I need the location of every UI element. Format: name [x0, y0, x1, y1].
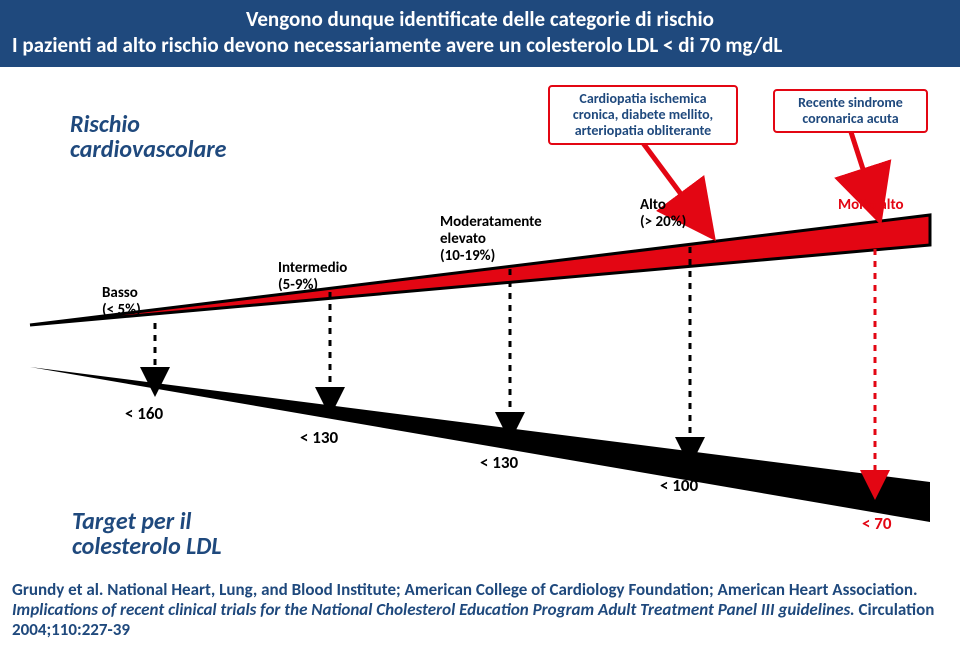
risk-level-range2: (10-19%) [440, 248, 542, 265]
risk-level-name: Intermedio [278, 260, 347, 277]
header-line2: I pazienti ad alto rischio devono necess… [12, 32, 948, 58]
risk-title-line2: cardiovascolare [70, 137, 226, 162]
callout-sindrome: Recente sindromecoronarica acuta [773, 89, 928, 133]
target-value: < 70 [862, 513, 892, 534]
citation-authors: Grundy et al. National Heart, Lung, and … [12, 579, 714, 600]
citation: Grundy et al. National Heart, Lung, and … [0, 572, 960, 649]
target-value: < 130 [480, 452, 518, 473]
target-title-line1: Target per il [72, 509, 222, 534]
risk-level-name: Alto [640, 197, 686, 214]
risk-level-range: (< 5%) [102, 302, 141, 319]
target-value: < 160 [125, 403, 163, 424]
risk-level-name: Molto alto [838, 197, 904, 214]
risk-level-label: Intermedio(5-9%) [278, 260, 347, 295]
risk-level-label: Basso(< 5%) [102, 285, 141, 320]
target-value: < 130 [300, 427, 338, 448]
header-line1: Vengono dunque identificate delle catego… [12, 6, 948, 32]
callout-line: Recente sindrome [783, 95, 918, 111]
risk-level-label: Alto(> 20%) [640, 197, 686, 232]
risk-level-label: Moderatamenteelevato(10-19%) [440, 214, 542, 266]
risk-level-name: Basso [102, 285, 141, 302]
risk-level-range: elevato [440, 231, 542, 248]
risk-level-range: (> 20%) [640, 214, 686, 231]
risk-level-range: (5-9%) [278, 277, 347, 294]
slide-header: Vengono dunque identificate delle catego… [0, 0, 960, 67]
citation-assoc: American Heart Association. [718, 579, 918, 600]
target-title-line2: colesterolo LDL [72, 534, 222, 559]
callout-line: coronarica acuta [783, 111, 918, 127]
risk-level-label: Molto alto [838, 197, 904, 214]
target-value: < 100 [660, 475, 698, 496]
risk-title-line1: Rischio [70, 112, 226, 137]
callout-line: arteriopatia obliterante [558, 123, 728, 139]
risk-level-name: Moderatamente [440, 214, 542, 231]
risk-title: Rischio cardiovascolare [70, 112, 226, 162]
callout-line: Cardiopatia ischemica [558, 91, 728, 107]
diagram: Rischio cardiovascolare Target per il co… [0, 67, 960, 572]
callout-cardiopatia: Cardiopatia ischemicacronica, diabete me… [548, 85, 738, 145]
citation-title: Implications of recent clinical trials f… [12, 599, 855, 620]
target-title: Target per il colesterolo LDL [72, 509, 222, 559]
callout-line: cronica, diabete mellito, [558, 107, 728, 123]
